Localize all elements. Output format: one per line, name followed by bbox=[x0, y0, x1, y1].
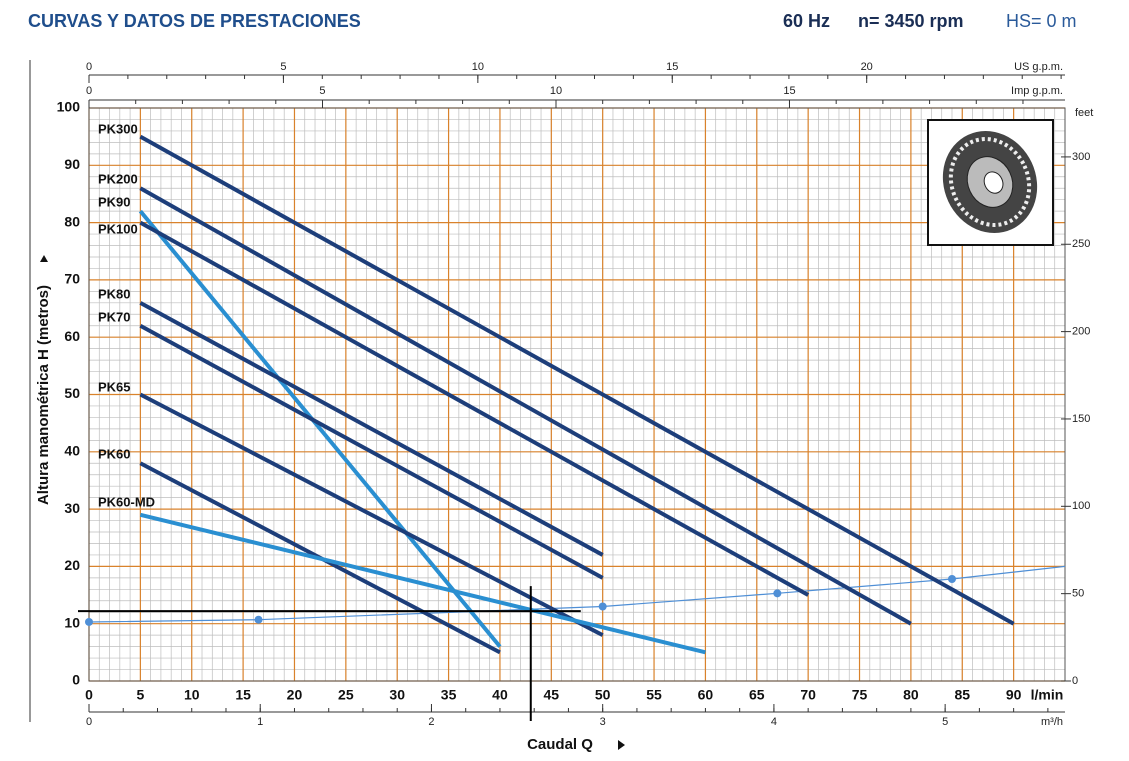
x-tick-label: 25 bbox=[338, 687, 354, 703]
system-point bbox=[85, 617, 93, 626]
y-tick-label: 20 bbox=[64, 557, 80, 573]
x-tick-label: 30 bbox=[389, 687, 405, 703]
y2-tick-label: 300 bbox=[1072, 151, 1090, 163]
tick-label: 4 bbox=[771, 716, 777, 728]
y-tick-label: 0 bbox=[72, 672, 80, 688]
system-point bbox=[947, 575, 956, 584]
tick-label: 0 bbox=[86, 85, 92, 97]
tick-label: 15 bbox=[783, 85, 795, 97]
y2-tick-label: 200 bbox=[1072, 326, 1090, 338]
y2-tick-label: 150 bbox=[1072, 413, 1090, 425]
series-label: PK300 bbox=[98, 121, 138, 136]
suction-height: HS= 0 m bbox=[1006, 11, 1077, 31]
y-tick-label: 90 bbox=[64, 156, 80, 172]
system-point bbox=[254, 615, 263, 624]
x-tick-label: 15 bbox=[235, 687, 251, 703]
y-tick-label: 50 bbox=[64, 385, 80, 401]
tick-label: 5 bbox=[942, 716, 948, 728]
y-tick-label: 60 bbox=[64, 328, 80, 344]
x-tick-label: 60 bbox=[698, 687, 714, 703]
system-curve bbox=[88, 565, 1066, 623]
x-tick-label: 20 bbox=[287, 687, 303, 703]
x-tick-label: 35 bbox=[441, 687, 457, 703]
pump-curve bbox=[139, 220, 810, 597]
x-tick-label: 65 bbox=[749, 687, 765, 703]
series-label: PK65 bbox=[98, 379, 131, 394]
series-label: PK100 bbox=[98, 221, 138, 236]
series-label: PK200 bbox=[98, 171, 138, 186]
pump-curve bbox=[139, 392, 604, 637]
tick-label: 1 bbox=[257, 716, 263, 728]
pump-curve bbox=[138, 209, 502, 648]
tick-label: 15 bbox=[666, 61, 678, 73]
x-tick-label: 80 bbox=[903, 687, 919, 703]
y2-axis-label: feet bbox=[1075, 107, 1093, 119]
y2-tick-label: 0 bbox=[1072, 675, 1078, 687]
frequency: 60 Hz bbox=[783, 11, 830, 31]
series-label: PK70 bbox=[98, 309, 131, 324]
tick-label: 3 bbox=[600, 716, 606, 728]
pump-curve bbox=[139, 186, 912, 626]
tick-label: 10 bbox=[472, 61, 484, 73]
x-tick-label: 10 bbox=[184, 687, 200, 703]
plot: 0 5 10 15 20 25 30 35 40 45 50 55 60 65 70 75 80 85 900102… bbox=[57, 61, 1094, 728]
y2-tick-label: 250 bbox=[1072, 238, 1090, 250]
arrow bbox=[40, 255, 48, 262]
impeller-image bbox=[927, 119, 1054, 246]
x-tick-label: 90 bbox=[1006, 687, 1022, 703]
x-axis-label: Caudal Q bbox=[527, 736, 593, 753]
x-tick-label: 0 bbox=[85, 687, 93, 703]
arrow bbox=[618, 740, 625, 750]
impeller-blades bbox=[948, 137, 1032, 227]
tick-label: 20 bbox=[861, 61, 873, 73]
series-label: PK60-MD bbox=[98, 494, 155, 509]
axis-unit-label: US g.p.m. bbox=[1014, 61, 1063, 73]
y-axis-label: Altura manométrica H (metros) bbox=[35, 285, 52, 505]
pump-curve bbox=[139, 512, 706, 655]
axis-unit-label: Imp g.p.m. bbox=[1011, 85, 1063, 97]
y-tick-label: 30 bbox=[64, 500, 80, 516]
series-label: PK60 bbox=[98, 446, 131, 461]
x-tick-label: 5 bbox=[136, 687, 144, 703]
series-label: PK80 bbox=[98, 286, 131, 301]
tick-label: 10 bbox=[550, 85, 562, 97]
x-tick-label: 70 bbox=[800, 687, 816, 703]
system-point bbox=[598, 602, 607, 611]
y-tick-label: 40 bbox=[64, 443, 80, 459]
speed: n= 3450 rpm bbox=[858, 11, 964, 31]
tick-label: 0 bbox=[86, 61, 92, 73]
tick-label: 5 bbox=[319, 85, 325, 97]
y-tick-label: 80 bbox=[64, 213, 80, 229]
x-unit-label: l/min bbox=[1031, 687, 1064, 703]
system-point bbox=[773, 589, 782, 598]
x-tick-label: 40 bbox=[492, 687, 508, 703]
x-tick-label: 55 bbox=[646, 687, 662, 703]
x-tick-label: 75 bbox=[852, 687, 868, 703]
impeller-bore bbox=[983, 171, 1004, 194]
y-tick-label: 70 bbox=[64, 271, 80, 287]
tick-label: 5 bbox=[280, 61, 286, 73]
x-tick-label: 45 bbox=[544, 687, 560, 703]
x-tick-label: 50 bbox=[595, 687, 611, 703]
x-tick-label: 85 bbox=[954, 687, 970, 703]
pump-curve bbox=[139, 301, 604, 557]
pump-curve bbox=[139, 323, 604, 580]
axis-unit-label: m³/h bbox=[1041, 716, 1063, 728]
chart-title: CURVAS Y DATOS DE PRESTACIONES bbox=[28, 11, 361, 31]
y2-tick-label: 50 bbox=[1072, 588, 1084, 600]
y2-tick-label: 100 bbox=[1072, 500, 1090, 512]
series-label: PK90 bbox=[98, 194, 131, 209]
tick-label: 2 bbox=[428, 716, 434, 728]
y-tick-label: 100 bbox=[57, 99, 81, 115]
tick-label: 0 bbox=[86, 716, 92, 728]
pump-curve bbox=[139, 134, 1015, 626]
plot-frame bbox=[88, 107, 1066, 682]
y-tick-label: 10 bbox=[64, 614, 80, 630]
